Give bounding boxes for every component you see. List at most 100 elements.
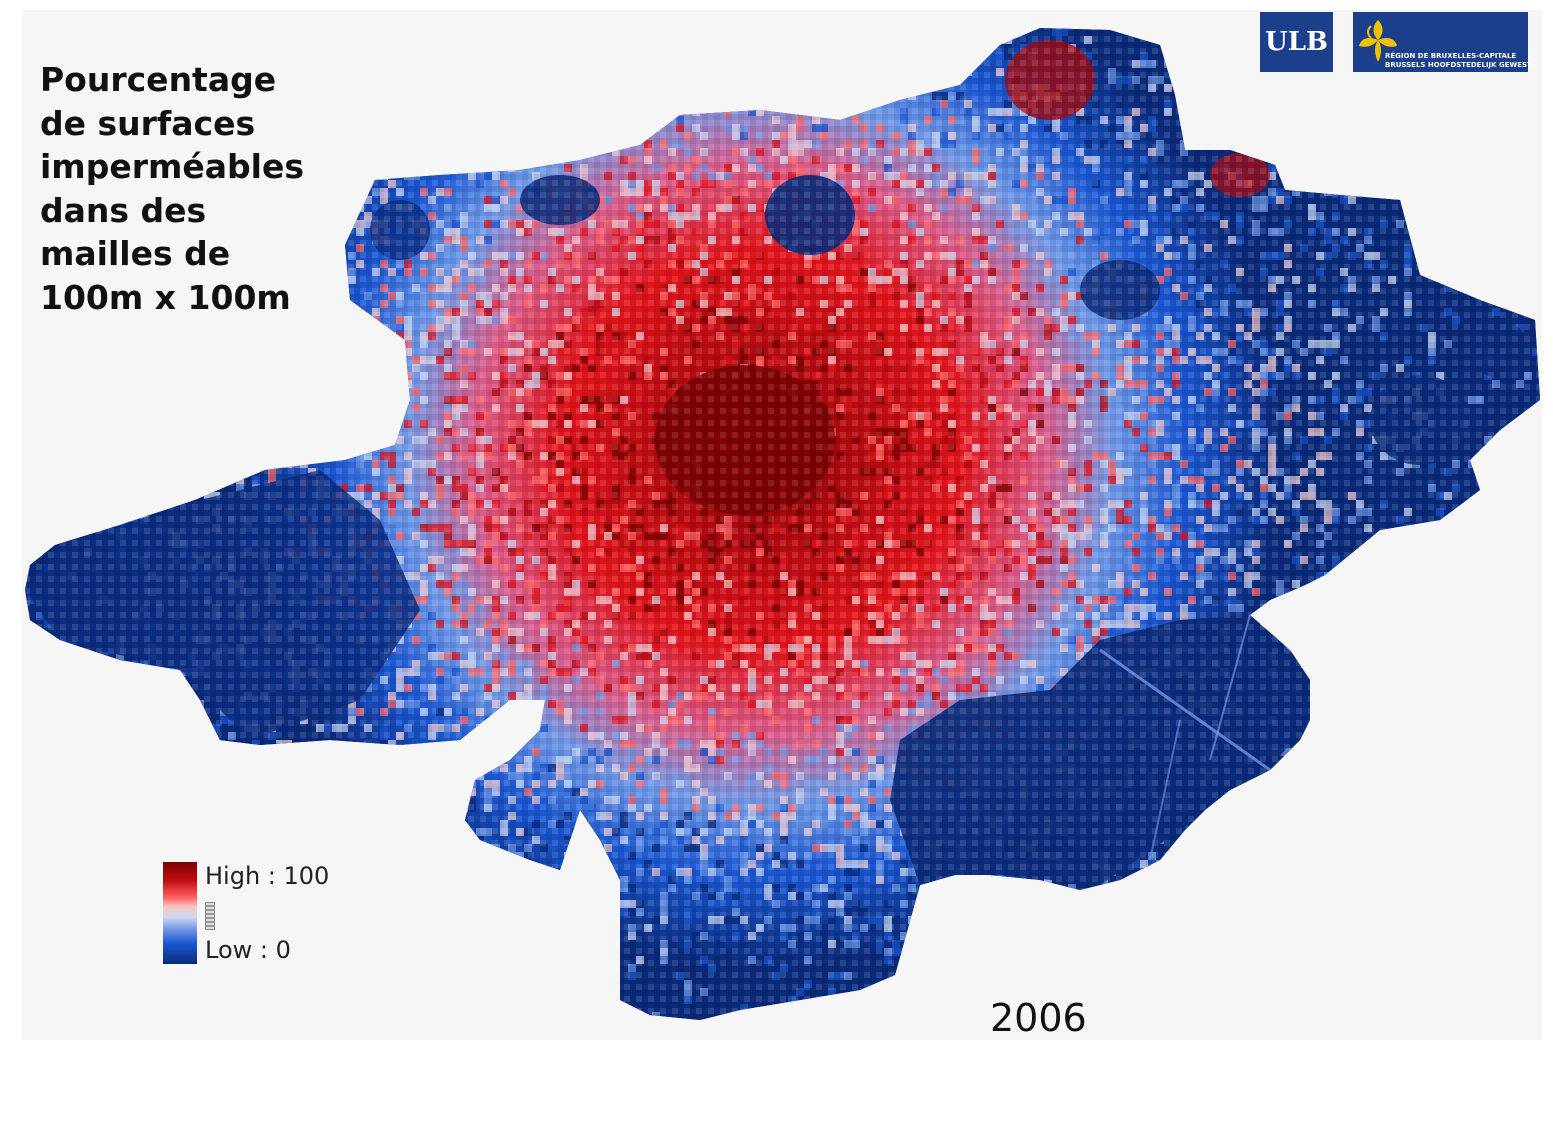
raster-cell (132, 348, 140, 356)
raster-cell (1484, 204, 1492, 212)
raster-cell (700, 44, 708, 52)
raster-cell (1428, 100, 1436, 108)
raster-cell (636, 44, 644, 52)
raster-cell (1308, 156, 1316, 164)
raster-cell (92, 20, 100, 28)
raster-cell (1476, 84, 1484, 92)
raster-cell (1452, 548, 1460, 556)
raster-cell (52, 444, 60, 452)
raster-cell (420, 124, 428, 132)
raster-cell (1340, 28, 1348, 36)
raster-cell (25, 212, 28, 220)
raster-cell (284, 380, 292, 388)
raster-cell (1500, 164, 1508, 172)
raster-cell (324, 428, 332, 436)
raster-cell (372, 68, 380, 76)
raster-cell (772, 68, 780, 76)
raster-cell (492, 140, 500, 148)
raster-cell (156, 444, 164, 452)
raster-cell (100, 412, 108, 420)
raster-cell (900, 52, 908, 60)
raster-cell (292, 396, 300, 404)
raster-cell (44, 524, 52, 532)
raster-cell (1532, 292, 1540, 300)
raster-cell (1540, 500, 1548, 508)
raster-cell (228, 36, 236, 44)
raster-cell (1108, 20, 1116, 28)
raster-cell (372, 380, 380, 388)
raster-cell (588, 132, 596, 140)
raster-cell (788, 28, 796, 36)
raster-cell (1468, 188, 1476, 196)
raster-cell (1156, 20, 1164, 28)
raster-cell (1532, 540, 1540, 548)
raster-cell (284, 396, 292, 404)
raster-cell (1540, 436, 1548, 444)
raster-cell (636, 28, 644, 36)
raster-cell (340, 332, 348, 340)
raster-cell (380, 20, 388, 28)
raster-cell (1452, 116, 1460, 124)
raster-cell (276, 388, 284, 396)
raster-cell (956, 44, 964, 52)
raster-cell (116, 492, 124, 500)
raster-cell (52, 428, 60, 436)
raster-cell (100, 20, 108, 28)
raster-cell (268, 348, 276, 356)
raster-cell (1268, 100, 1276, 108)
raster-cell (1252, 148, 1260, 156)
raster-cell (84, 436, 92, 444)
raster-cell (684, 28, 692, 36)
raster-cell (356, 324, 364, 332)
raster-cell (1452, 516, 1460, 524)
raster-cell (1348, 140, 1356, 148)
raster-cell (1412, 564, 1420, 572)
raster-cell (1532, 444, 1540, 452)
raster-cell (652, 124, 660, 132)
raster-cell (1300, 148, 1308, 156)
raster-cell (404, 156, 412, 164)
raster-cell (180, 428, 188, 436)
raster-cell (100, 444, 108, 452)
raster-cell (124, 44, 132, 52)
raster-cell (44, 460, 52, 468)
raster-cell (724, 28, 732, 36)
raster-cell (388, 60, 396, 68)
raster-cell (1460, 252, 1468, 260)
raster-cell (396, 140, 404, 148)
raster-cell (444, 164, 452, 172)
raster-cell (25, 132, 28, 140)
raster-cell (260, 20, 268, 28)
raster-cell (68, 484, 76, 492)
raster-cell (1532, 156, 1540, 164)
raster-cell (132, 476, 140, 484)
raster-cell (524, 132, 532, 140)
raster-cell (132, 508, 140, 516)
raster-cell (1516, 484, 1524, 492)
raster-cell (724, 76, 732, 84)
raster-cell (124, 36, 132, 44)
raster-cell (1428, 228, 1436, 236)
raster-cell (572, 132, 580, 140)
raster-cell (340, 420, 348, 428)
raster-cell (564, 132, 572, 140)
raster-cell (1188, 140, 1196, 148)
raster-cell (1508, 116, 1516, 124)
raster-cell (1356, 580, 1364, 588)
raster-cell (1476, 260, 1484, 268)
raster-cell (372, 428, 380, 436)
raster-cell (1332, 572, 1340, 580)
raster-cell (380, 164, 388, 172)
raster-cell (724, 84, 732, 92)
raster-cell (692, 36, 700, 44)
raster-cell (380, 68, 388, 76)
raster-cell (204, 372, 212, 380)
raster-cell (1540, 372, 1548, 380)
raster-cell (540, 28, 548, 36)
raster-cell (204, 356, 212, 364)
raster-cell (1308, 124, 1316, 132)
raster-cell (940, 68, 948, 76)
raster-cell (100, 324, 108, 332)
raster-cell (812, 92, 820, 100)
raster-cell (1444, 188, 1452, 196)
